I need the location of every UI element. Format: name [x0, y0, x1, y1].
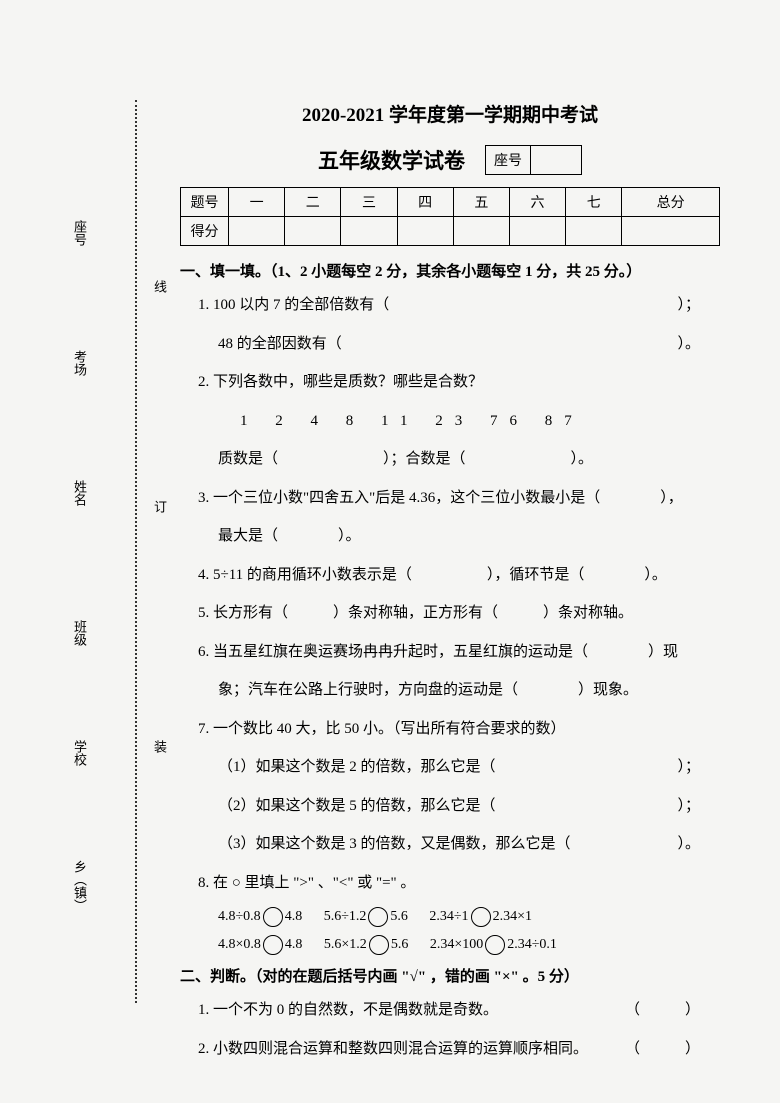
- circle-icon[interactable]: [485, 935, 505, 955]
- dotted-line: [135, 100, 137, 1003]
- q7c-end: ）。: [677, 830, 700, 859]
- margin-field-class: 班级: [70, 620, 89, 646]
- seat-label: 座号: [486, 146, 531, 174]
- question-6b: 象；汽车在公路上行驶时，方向盘的运动是（ ）现象。: [180, 676, 720, 705]
- margin-mark-zhuang: 装: [150, 740, 169, 761]
- q7b-text: （2）如果这个数是 5 的倍数，那么它是（: [218, 798, 496, 814]
- q7b-end: ）；: [677, 792, 700, 821]
- section-1-head: 一、填一填。（1、2 小题每空 2 分，其余各小题每空 1 分，共 25 分。）: [180, 260, 720, 281]
- q7a-text: （1）如果这个数是 2 的倍数，那么它是（: [218, 759, 496, 775]
- section-2-head: 二、判断。（对的在题后括号内画 "√" ，错的画 "×" 。5 分）: [180, 965, 720, 986]
- margin-field-room: 考场: [70, 350, 89, 376]
- seat-blank[interactable]: [531, 146, 581, 174]
- question-1b: 48 的全部因数有（ ）。: [180, 330, 720, 359]
- exam-page: 乡（镇） 学校 班级 姓名 考场 座号 装 订 线 2020-2021 学年度第…: [0, 0, 780, 1103]
- margin-field-township: 乡（镇）: [70, 860, 89, 912]
- question-7b: （2）如果这个数是 5 的倍数，那么它是（ ）；: [180, 792, 720, 821]
- col-header: 七: [566, 188, 622, 217]
- question-3b: 最大是（ ）。: [180, 522, 720, 551]
- question-4: 4. 5÷11 的商用循环小数表示是（ ），循环节是（ ）。: [180, 561, 720, 590]
- s2q1-end: （ ）: [625, 996, 700, 1025]
- score-cell[interactable]: [229, 217, 285, 246]
- compare-2: 5.6÷1.25.6: [324, 907, 408, 927]
- margin-field-school: 学校: [70, 740, 89, 766]
- q1b-text: 48 的全部因数有（: [218, 336, 342, 352]
- subtitle-row: 五年级数学试卷 座号: [180, 145, 720, 175]
- question-6: 6. 当五星红旗在奥运赛场冉冉升起时，五星红旗的运动是（ ）现: [180, 638, 720, 667]
- score-cell[interactable]: [566, 217, 622, 246]
- exam-title: 2020-2021 学年度第一学期期中考试: [180, 100, 720, 127]
- exam-subtitle: 五年级数学试卷: [318, 145, 465, 175]
- table-row: 题号 一 二 三 四 五 六 七 总分: [181, 188, 720, 217]
- seat-box: 座号: [485, 145, 582, 175]
- s2q2-end: （ ）: [625, 1035, 700, 1064]
- question-7a: （1）如果这个数是 2 的倍数，那么它是（ ）；: [180, 753, 720, 782]
- compare-5: 5.6×1.25.6: [324, 935, 408, 955]
- binding-margin: 乡（镇） 学校 班级 姓名 考场 座号 装 订 线: [70, 100, 180, 1003]
- margin-field-seat: 座号: [70, 220, 89, 246]
- compare-1: 4.8÷0.84.8: [218, 907, 302, 927]
- compare-3: 2.34÷12.34×1: [429, 907, 532, 927]
- s2-question-2: 2. 小数四则混合运算和整数四则混合运算的运算顺序相同。 （ ）: [180, 1035, 720, 1064]
- q7c-text: （3）如果这个数是 3 的倍数，又是偶数，那么它是（: [218, 836, 571, 852]
- question-5: 5. 长方形有（ ）条对称轴，正方形有（ ）条对称轴。: [180, 599, 720, 628]
- margin-mark-xian: 线: [150, 280, 169, 301]
- question-2: 2. 下列各数中，哪些是质数？哪些是合数？: [180, 368, 720, 397]
- s2-question-1: 1. 一个不为 0 的自然数，不是偶数就是奇数。 （ ）: [180, 996, 720, 1025]
- col-header: 六: [509, 188, 565, 217]
- score-cell[interactable]: [397, 217, 453, 246]
- question-8: 8. 在 ○ 里填上 ">" 、"<" 或 "=" 。: [180, 869, 720, 898]
- question-1: 1. 100 以内 7 的全部倍数有（ ）；: [180, 291, 720, 320]
- compare-6: 2.34×1002.34÷0.1: [430, 935, 557, 955]
- q1a-end: ）；: [677, 291, 700, 320]
- score-cell[interactable]: [622, 217, 720, 246]
- s2q1-text: 1. 一个不为 0 的自然数，不是偶数就是奇数。: [198, 1002, 498, 1018]
- question-3: 3. 一个三位小数"四舍五入"后是 4.36，这个三位小数最小是（ ），: [180, 484, 720, 513]
- circle-icon[interactable]: [263, 907, 283, 927]
- col-header: 一: [229, 188, 285, 217]
- score-cell[interactable]: [285, 217, 341, 246]
- question-2a: 质数是（ ）；合数是（ ）。: [180, 445, 720, 474]
- circle-icon[interactable]: [369, 935, 389, 955]
- compare-row-2: 4.8×0.84.8 5.6×1.25.6 2.34×1002.34÷0.1: [180, 935, 720, 955]
- q7a-end: ）；: [677, 753, 700, 782]
- margin-mark-ding: 订: [150, 500, 169, 521]
- circle-icon[interactable]: [471, 907, 491, 927]
- s2q2-text: 2. 小数四则混合运算和整数四则混合运算的运算顺序相同。: [198, 1041, 588, 1057]
- table-row: 得分: [181, 217, 720, 246]
- score-cell[interactable]: [453, 217, 509, 246]
- q1a-text: 1. 100 以内 7 的全部倍数有（: [198, 297, 389, 313]
- question-7: 7. 一个数比 40 大，比 50 小。（写出所有符合要求的数）: [180, 715, 720, 744]
- margin-field-name: 姓名: [70, 480, 89, 506]
- compare-row-1: 4.8÷0.84.8 5.6÷1.25.6 2.34÷12.34×1: [180, 907, 720, 927]
- compare-4: 4.8×0.84.8: [218, 935, 302, 955]
- col-header: 五: [453, 188, 509, 217]
- col-header: 二: [285, 188, 341, 217]
- circle-icon[interactable]: [368, 907, 388, 927]
- col-header: 总分: [622, 188, 720, 217]
- question-2-nums: 1 2 4 8 11 23 76 87: [180, 407, 720, 436]
- col-header: 三: [341, 188, 397, 217]
- score-cell[interactable]: [341, 217, 397, 246]
- row-label: 题号: [181, 188, 229, 217]
- score-table: 题号 一 二 三 四 五 六 七 总分 得分: [180, 187, 720, 246]
- question-7c: （3）如果这个数是 3 的倍数，又是偶数，那么它是（ ）。: [180, 830, 720, 859]
- score-cell[interactable]: [509, 217, 565, 246]
- col-header: 四: [397, 188, 453, 217]
- q1b-end: ）。: [677, 330, 700, 359]
- row-label: 得分: [181, 217, 229, 246]
- circle-icon[interactable]: [263, 935, 283, 955]
